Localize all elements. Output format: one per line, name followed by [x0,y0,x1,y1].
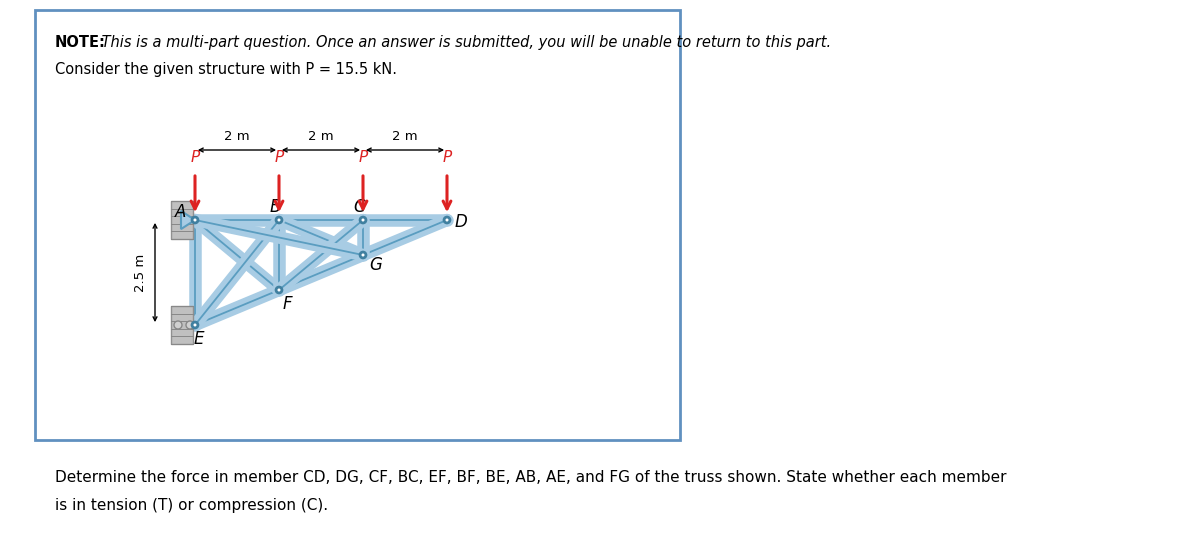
Circle shape [276,287,282,293]
Bar [172,201,193,239]
Text: G: G [370,256,383,274]
Text: 2 m: 2 m [392,130,418,143]
Circle shape [192,217,198,223]
Text: is in tension (T) or compression (C).: is in tension (T) or compression (C). [55,498,328,513]
Text: B: B [269,198,281,216]
Circle shape [360,217,366,223]
Bar [35,10,680,440]
Circle shape [444,217,450,223]
Text: C: C [353,198,365,216]
Circle shape [186,321,194,329]
Text: F: F [282,295,292,313]
Text: D: D [455,213,467,231]
Circle shape [192,322,198,328]
Text: 2 m: 2 m [224,130,250,143]
Text: P: P [443,150,451,165]
Text: P: P [275,150,283,165]
Bar [172,306,193,344]
Text: 2.5 m: 2.5 m [134,253,148,292]
Text: P: P [191,150,199,165]
Text: NOTE:: NOTE: [55,35,106,50]
Circle shape [276,217,282,223]
Text: This is a multi-part question. Once an answer is submitted, you will be unable t: This is a multi-part question. Once an a… [97,35,832,50]
Text: P: P [359,150,367,165]
Text: 2 m: 2 m [308,130,334,143]
Polygon shape [181,211,194,229]
Text: E: E [193,330,204,348]
Circle shape [360,252,366,258]
Text: Consider the given structure with P = 15.5 kN.: Consider the given structure with P = 15… [55,62,397,77]
Text: A: A [175,203,187,221]
Text: Determine the force in member CD, DG, CF, BC, EF, BF, BE, AB, AE, and FG of the : Determine the force in member CD, DG, CF… [55,470,1007,485]
Circle shape [174,321,182,329]
